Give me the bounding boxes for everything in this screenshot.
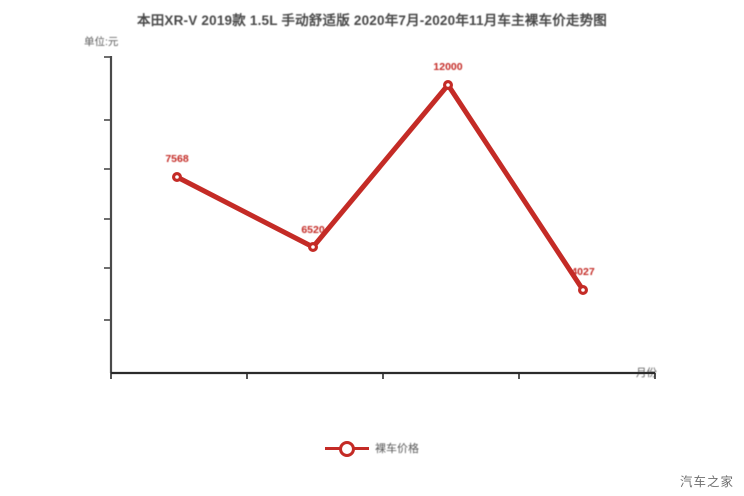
legend-item-label[interactable]: 裸车价格 [375,443,419,455]
data-point-marker[interactable] [577,285,588,296]
data-label-point-4: 4027 [571,266,595,278]
data-label-point-2: 6520 [301,224,325,236]
y-axis-unit-label: 单位:元 [84,36,119,48]
watermark-autohome: 汽车之家 [679,475,734,489]
series-markers [172,79,588,296]
chart-title: 本田XR-V 2019款 1.5L 手动舒适版 2020年7月-2020年11月… [137,13,607,28]
legend-marker-icon [325,441,369,457]
data-point-marker[interactable] [443,79,454,90]
data-label-point-3: 12000 [433,61,463,73]
data-point-marker[interactable] [172,172,183,183]
series-line-bare-car-price [175,80,586,292]
chart-legend: 裸车价格 [0,440,744,457]
data-point-marker[interactable] [308,242,319,253]
x-axis-ticks [110,373,656,379]
y-axis-ticks [104,56,111,321]
data-label-point-1: 7568 [165,153,189,165]
